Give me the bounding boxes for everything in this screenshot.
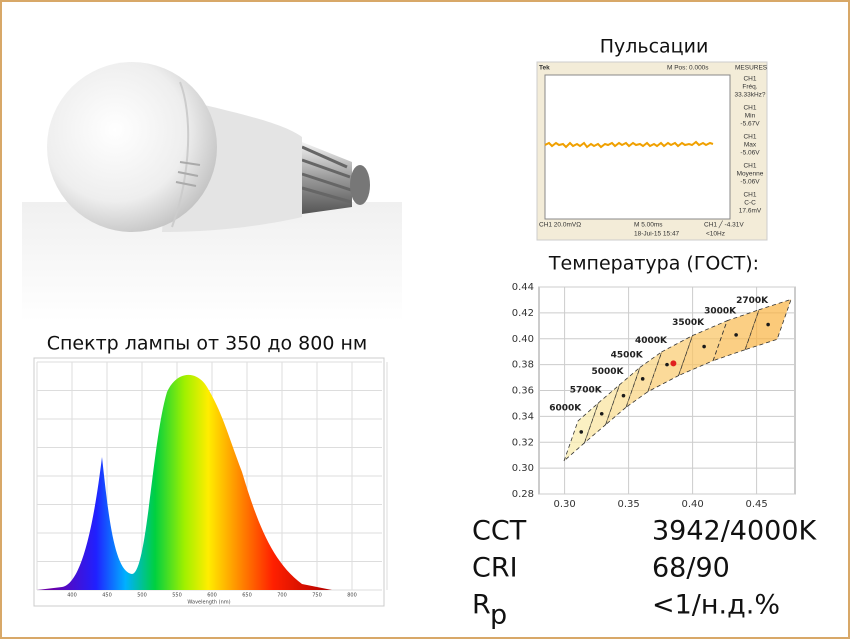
spectrum-x-tick-label: 800 [347,593,357,599]
param-name: CRI [472,553,518,584]
cct-label: 6000K [549,403,582,413]
scope-measure: 33.33kHz? [734,92,765,99]
param-name-sub: p [490,600,507,631]
spectrum-x-tick-label: 550 [172,593,182,599]
spectrum-x-tick-label: 400 [67,593,77,599]
scope-trigger: CH1 ╱ -4.31V [704,220,744,229]
spectrum-title: Спектр лампы от 350 до 800 нм [47,333,368,355]
reference-point [599,411,604,416]
x-tick-label: 0.40 [681,499,703,510]
x-tick-label: 0.45 [745,499,767,510]
scope-measure: Moyenne [737,171,764,178]
scope-timebase: M 5.00ms [634,222,663,229]
spectrum-x-tick-label: 450 [102,593,112,599]
scope-measure: CH1 [743,163,756,170]
scope-channel: CH1 20.0mVΩ [539,222,581,229]
scope-measure: -5.06V [740,179,760,186]
x-tick-label: 0.30 [553,499,575,510]
reference-point [734,333,738,337]
y-tick-label: 0.30 [512,463,534,474]
scope-measure: CH1 [743,76,756,83]
cct-label: 4000K [635,336,668,346]
scope-measure: -5.67V [740,121,760,128]
y-tick-label: 0.42 [512,308,534,319]
lamp-photo [22,62,402,322]
pulsations-title: Пульсации [600,36,709,58]
scope-position: M Pos: 0.000s [667,65,709,72]
spectrum-x-tick-label: 700 [277,593,287,599]
y-tick-label: 0.38 [512,360,534,371]
param-value: 68/90 [652,553,730,584]
reference-point [702,344,706,349]
cct-label: 5700K [570,385,603,395]
cct-label: 3000K [704,306,737,316]
param-value: <1/н.д.% [652,590,780,621]
cct-label: 4500K [611,350,644,360]
scope-measure: Max [744,142,757,149]
cct-label: 3500K [672,318,705,328]
measured-point [670,360,677,367]
scope-measure: 17.6mV [739,208,762,215]
y-tick-label: 0.28 [512,489,534,500]
cct-label: 5000K [591,367,624,377]
oscilloscope [536,61,768,241]
scope-measures-title: MESURES [735,65,768,72]
reference-point [665,362,669,367]
scope-measure: Min [745,113,756,120]
spectrum-x-tick-label: 650 [242,593,252,599]
scope-brand: Tek [539,65,550,72]
reference-point [640,377,645,381]
y-tick-label: 0.36 [512,386,534,397]
y-tick-label: 0.40 [512,334,534,345]
spectrum-x-tick-label: 500 [137,593,147,599]
scope-measure: -5.06V [740,150,760,157]
scope-measure: CH1 [743,105,756,112]
scope-measure: CH1 [743,134,756,141]
spectrum-x-tick-label: 750 [312,593,322,599]
reference-point [621,393,626,398]
param-value: 3942/4000K [652,516,818,547]
scope-frequency: <10Hz [706,231,725,238]
param-name: R [472,590,491,621]
y-tick-label: 0.44 [512,282,534,293]
cct-label: 2700K [736,296,769,306]
scope-measure: C-C [744,200,756,207]
x-tick-label: 0.35 [617,499,639,510]
y-tick-label: 0.34 [512,411,534,422]
y-tick-label: 0.32 [512,437,534,448]
reference-point [579,430,584,434]
spectrum-x-tick-label: 600 [207,593,217,599]
chart-title: Температура (ГОСТ): [548,253,759,275]
reference-point [766,322,770,327]
scope-measure: CH1 [743,192,756,199]
scope-measure: Fréq. [742,84,757,91]
scope-date: 18-Jui-15 15:47 [634,231,680,238]
spectrum-x-axis-label: Wavelength (nm) [187,600,230,606]
param-name: CCT [472,516,527,547]
